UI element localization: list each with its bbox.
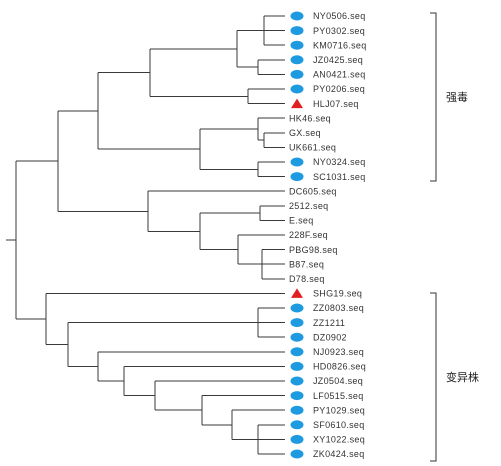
- leaf-label: NY0506.seq: [313, 11, 366, 21]
- leaf-label: SHG19.seq: [313, 289, 362, 299]
- leaf-label: LF0515.seq: [313, 391, 364, 401]
- leaf-label: JZ0425.seq: [313, 55, 363, 65]
- leaf-label: 2512.seq: [289, 201, 328, 211]
- group-variant: 变异株: [430, 292, 479, 462]
- leaf-label: HK46.seq: [289, 113, 331, 123]
- leaf-node: UK661.seq: [289, 143, 336, 153]
- leaf-label: PY0302.seq: [313, 26, 365, 36]
- leaf-node: SC1031.seq: [290, 172, 366, 182]
- leaf-label: GX.seq: [289, 128, 321, 138]
- leaf-label: E.seq: [289, 216, 314, 226]
- circle-marker-icon: [290, 40, 304, 50]
- leaf-node: NY0506.seq: [290, 11, 366, 21]
- leaf-label: B87.seq: [289, 259, 324, 269]
- triangle-marker-icon: [291, 288, 303, 298]
- circle-marker-icon: [290, 55, 304, 65]
- circle-marker-icon: [290, 303, 304, 313]
- leaf-node: KM0716.seq: [290, 40, 367, 50]
- circle-marker-icon: [290, 172, 304, 182]
- leaf-node: NY0324.seq: [290, 157, 366, 167]
- leaf-label: HLJ07.seq: [313, 99, 359, 109]
- leaf-node: HD0826.seq: [290, 361, 366, 372]
- circle-marker-icon: [290, 405, 304, 415]
- leaf-label: JZ0504.seq: [313, 376, 363, 386]
- leaf-node: XY1022.seq: [290, 434, 365, 445]
- group-brackets: 强毒 变异株: [430, 12, 479, 462]
- leaf-label: PY0206.seq: [313, 84, 365, 94]
- leaf-node: JZ0425.seq: [290, 55, 363, 65]
- leaf-label: DZ0902: [313, 332, 347, 342]
- group-label-variant: 变异株: [446, 370, 479, 384]
- leaf-node: 2512.seq: [289, 201, 328, 211]
- circle-marker-icon: [290, 391, 304, 401]
- leaf-label: UK661.seq: [289, 143, 336, 153]
- leaf-label: NY0324.seq: [313, 157, 366, 167]
- leaf-node: ZK0424.seq: [290, 449, 365, 459]
- leaf-node: D78.seq: [289, 274, 325, 284]
- leaf-node: SHG19.seq: [291, 288, 362, 299]
- leaf-node: 228F.seq: [289, 230, 328, 240]
- triangle-marker-icon: [291, 98, 303, 109]
- leaf-label: ZK0424.seq: [313, 449, 365, 459]
- leaf-label: NJ0923.seq: [313, 347, 364, 357]
- leaf-label: PBG98.seq: [289, 245, 338, 255]
- circle-marker-icon: [290, 361, 304, 371]
- circle-marker-icon: [290, 69, 304, 79]
- leaf-label: HD0826.seq: [313, 362, 366, 372]
- tree-leaves: NY0506.seq PY0302.seq KM0716.seq JZ0425.seq…: [289, 11, 367, 459]
- leaf-node: SF0610.seq: [290, 420, 365, 430]
- leaf-node: PY1029.seq: [290, 405, 365, 415]
- leaf-label: AN0421.seq: [313, 70, 366, 80]
- leaf-label: SF0610.seq: [313, 420, 365, 430]
- circle-marker-icon: [290, 157, 304, 167]
- group-label-virulent: 强毒: [446, 91, 468, 104]
- leaf-label: DC605.seq: [289, 186, 337, 196]
- leaf-node: HLJ07.seq: [291, 98, 359, 109]
- leaf-node: PY0206.seq: [290, 84, 365, 94]
- leaf-node: E.seq: [289, 216, 314, 226]
- leaf-label: KM0716.seq: [313, 40, 367, 50]
- leaf-node: ZZ1211: [290, 318, 345, 328]
- leaf-node: ZZ0803.seq: [290, 303, 364, 313]
- circle-marker-icon: [290, 318, 304, 328]
- leaf-label: ZZ1211: [313, 318, 345, 328]
- leaf-node: DC605.seq: [289, 186, 337, 196]
- circle-marker-icon: [290, 11, 304, 21]
- leaf-label: SC1031.seq: [313, 172, 366, 182]
- leaf-node: NJ0923.seq: [290, 347, 364, 357]
- leaf-node: HK46.seq: [289, 113, 331, 123]
- leaf-node: LF0515.seq: [290, 391, 364, 401]
- circle-marker-icon: [290, 347, 304, 357]
- leaf-label: D78.seq: [289, 274, 325, 284]
- tree-branches: [6, 15, 285, 455]
- bracket-variant: [430, 292, 437, 462]
- circle-marker-icon: [290, 420, 304, 430]
- circle-marker-icon: [290, 449, 304, 459]
- bracket-virulent: [430, 12, 437, 182]
- leaf-node: PBG98.seq: [289, 245, 338, 255]
- circle-marker-icon: [290, 332, 304, 342]
- leaf-label: 228F.seq: [289, 230, 328, 240]
- circle-marker-icon: [290, 434, 304, 444]
- leaf-node: JZ0504.seq: [290, 376, 363, 386]
- leaf-label: ZZ0803.seq: [313, 303, 364, 313]
- circle-marker-icon: [290, 26, 304, 36]
- leaf-node: DZ0902: [290, 332, 347, 342]
- leaf-label: XY1022.seq: [313, 435, 365, 445]
- leaf-node: B87.seq: [289, 259, 324, 269]
- leaf-node: AN0421.seq: [290, 69, 366, 80]
- leaf-node: GX.seq: [289, 128, 321, 138]
- leaf-node: PY0302.seq: [290, 26, 365, 36]
- circle-marker-icon: [290, 84, 304, 94]
- circle-marker-icon: [290, 376, 304, 386]
- leaf-label: PY1029.seq: [313, 405, 365, 415]
- group-virulent: 强毒: [430, 12, 468, 182]
